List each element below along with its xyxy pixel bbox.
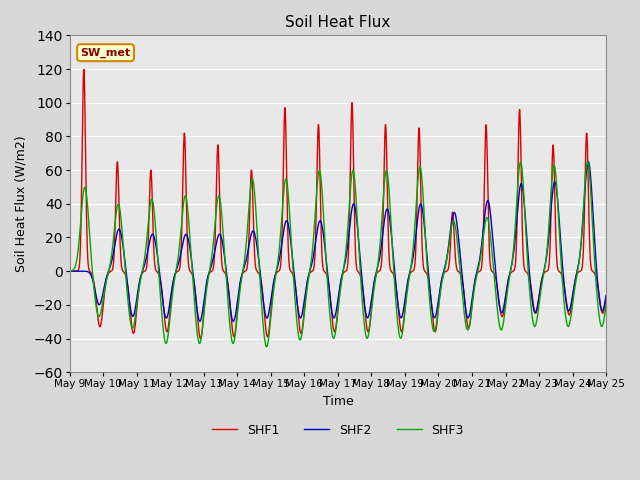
Text: SW_met: SW_met: [81, 48, 131, 58]
SHF3: [602, 302, 610, 308]
SHF2: [500, 306, 508, 312]
SHF1: [80, 67, 88, 72]
Line: SHF1: SHF1: [70, 70, 606, 338]
SHF2: [120, 245, 127, 251]
SHF3: [500, 320, 508, 326]
SHF2: [236, 285, 243, 290]
SHF2: [602, 292, 610, 298]
Legend: SHF1, SHF2, SHF3: SHF1, SHF2, SHF3: [207, 419, 469, 442]
SHF3: [66, 268, 74, 274]
SHF3: [120, 243, 127, 249]
SHF1: [66, 268, 74, 274]
SHF2: [371, 279, 378, 285]
SHF1: [371, 279, 378, 285]
SHF3: [236, 295, 243, 301]
SHF2: [584, 159, 592, 165]
SHF2: [196, 319, 204, 324]
SHF1: [602, 294, 610, 300]
SHF1: [120, 269, 127, 275]
SHF1: [196, 336, 204, 341]
SHF3: [516, 159, 524, 165]
Title: Soil Heat Flux: Soil Heat Flux: [285, 15, 390, 30]
Line: SHF3: SHF3: [70, 162, 606, 347]
SHF2: [66, 268, 74, 274]
SHF3: [262, 344, 270, 349]
SHF3: [595, 311, 603, 317]
SHF2: [595, 292, 603, 298]
X-axis label: Time: Time: [323, 395, 353, 408]
Y-axis label: Soil Heat Flux (W/m2): Soil Heat Flux (W/m2): [15, 135, 28, 272]
Line: SHF2: SHF2: [70, 162, 606, 322]
SHF2: [530, 306, 538, 312]
SHF1: [500, 310, 508, 315]
SHF3: [371, 286, 378, 291]
SHF1: [236, 285, 243, 291]
SHF1: [595, 290, 603, 296]
SHF1: [530, 305, 538, 311]
SHF3: [530, 323, 538, 328]
